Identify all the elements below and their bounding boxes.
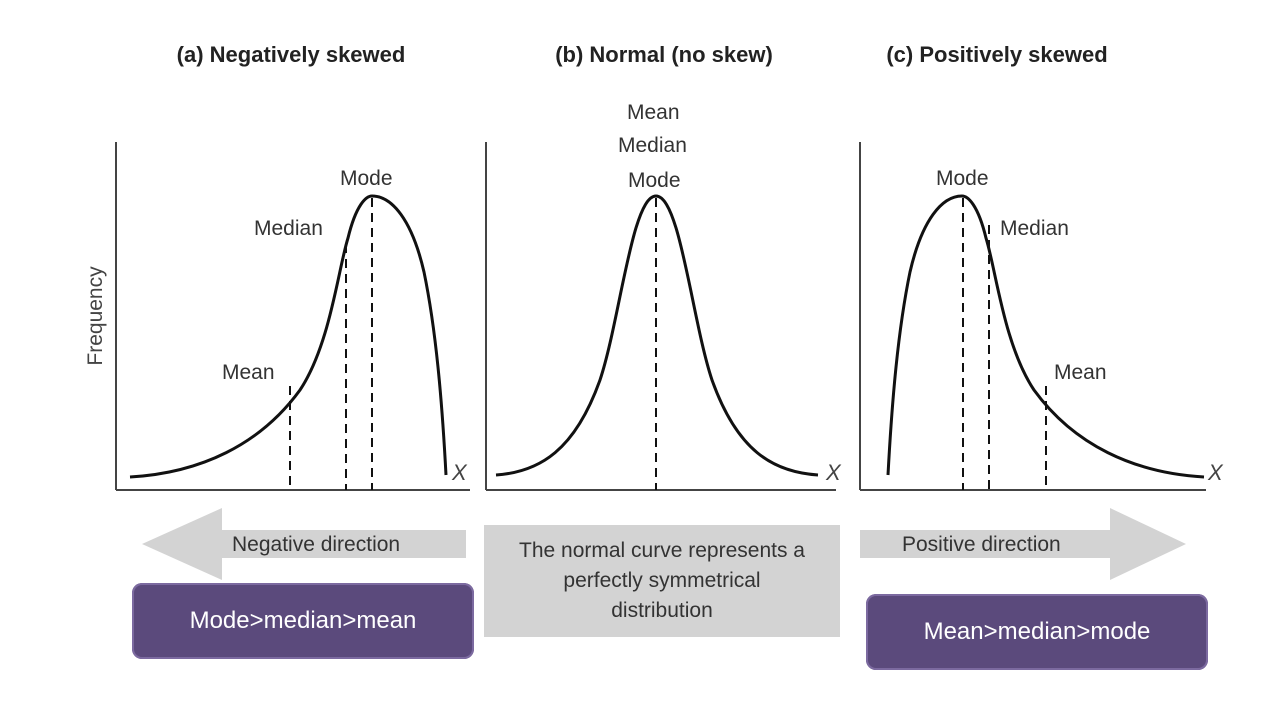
mean-label-negative: Mean [222,361,275,384]
normal-curve-note: The normal curve represents a perfectly … [484,525,840,637]
positive-direction-label: Positive direction [902,533,1061,556]
mode-label-positive: Mode [936,167,989,190]
axes-negative [115,142,470,491]
x-axis-label-negative: X [452,460,467,485]
negative-direction-arrow [142,508,466,580]
title-positively-skewed: (c) Positively skewed [886,42,1108,67]
relation-text-positive: Mean>median>mode [923,618,1151,645]
curve-normal [495,194,819,477]
relation-badge-positive: Mean>median>mode [866,594,1208,670]
dashed-lines-positive [962,198,1047,490]
mean-label-normal: Mean [627,101,680,124]
median-label-positive: Median [1000,217,1069,240]
normal-curve-note-text: The normal curve represents a perfectly … [519,539,805,622]
x-axis-label-normal: X [826,460,841,485]
x-axis-label-positive: X [1208,460,1223,485]
curve-positive [886,194,1205,479]
positive-direction-arrow [860,508,1186,580]
curve-negative [129,194,448,479]
dashed-lines-negative [289,198,373,490]
axes-positive [859,142,1206,491]
title-normal: (b) Normal (no skew) [555,42,773,67]
median-label-negative: Median [254,217,323,240]
median-label-normal: Median [618,134,687,157]
axes-normal [485,142,836,491]
mean-label-positive: Mean [1054,361,1107,384]
mode-label-negative: Mode [340,167,393,190]
title-negatively-skewed: (a) Negatively skewed [176,42,406,67]
relation-text-negative: Mode>median>mean [189,607,417,634]
mode-label-normal: Mode [628,169,681,192]
relation-badge-negative: Mode>median>mean [132,583,474,659]
negative-direction-label: Negative direction [232,533,401,556]
